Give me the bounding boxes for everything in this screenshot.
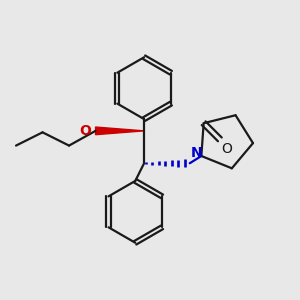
Polygon shape: [95, 127, 144, 135]
Text: O: O: [79, 124, 91, 138]
Text: N: N: [191, 146, 203, 160]
Text: O: O: [221, 142, 232, 156]
